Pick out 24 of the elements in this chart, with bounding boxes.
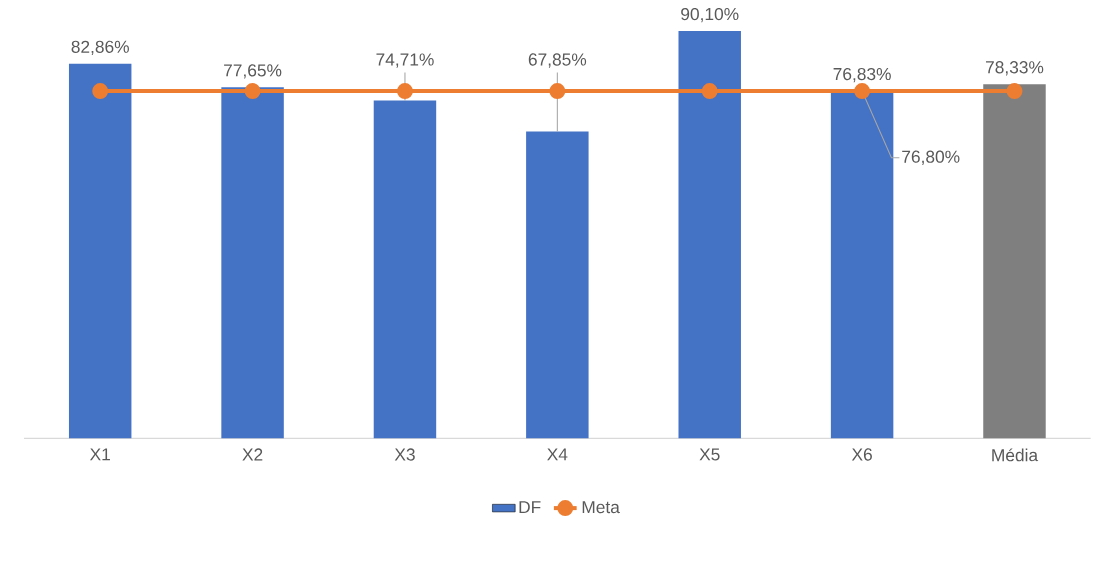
legend-label: Meta <box>582 501 620 514</box>
bar <box>68 63 132 439</box>
x-tick-label: X4 <box>547 448 568 461</box>
data-label: 76,80% <box>902 150 960 165</box>
data-label: 82,86% <box>71 40 129 55</box>
bar <box>221 87 284 439</box>
bar <box>830 90 894 439</box>
x-tick-label: X5 <box>699 448 720 461</box>
x-tick-label: Média <box>992 448 1039 462</box>
data-label: 90,10% <box>681 7 739 23</box>
data-label: 78,33% <box>985 61 1044 76</box>
x-tick-label: X6 <box>851 448 872 461</box>
bar <box>678 30 741 439</box>
data-label: 67,85% <box>528 53 587 68</box>
bar <box>983 84 1046 439</box>
bar <box>373 100 437 439</box>
data-label: 74,71% <box>376 53 434 68</box>
bar <box>526 131 589 439</box>
x-tick-label: X3 <box>394 448 415 461</box>
x-tick-label: X2 <box>242 448 263 461</box>
legend-label: DF <box>519 501 541 514</box>
data-label: 76,83% <box>833 67 891 83</box>
x-tick-label: X1 <box>89 448 110 461</box>
data-label: 77,65% <box>224 64 282 79</box>
